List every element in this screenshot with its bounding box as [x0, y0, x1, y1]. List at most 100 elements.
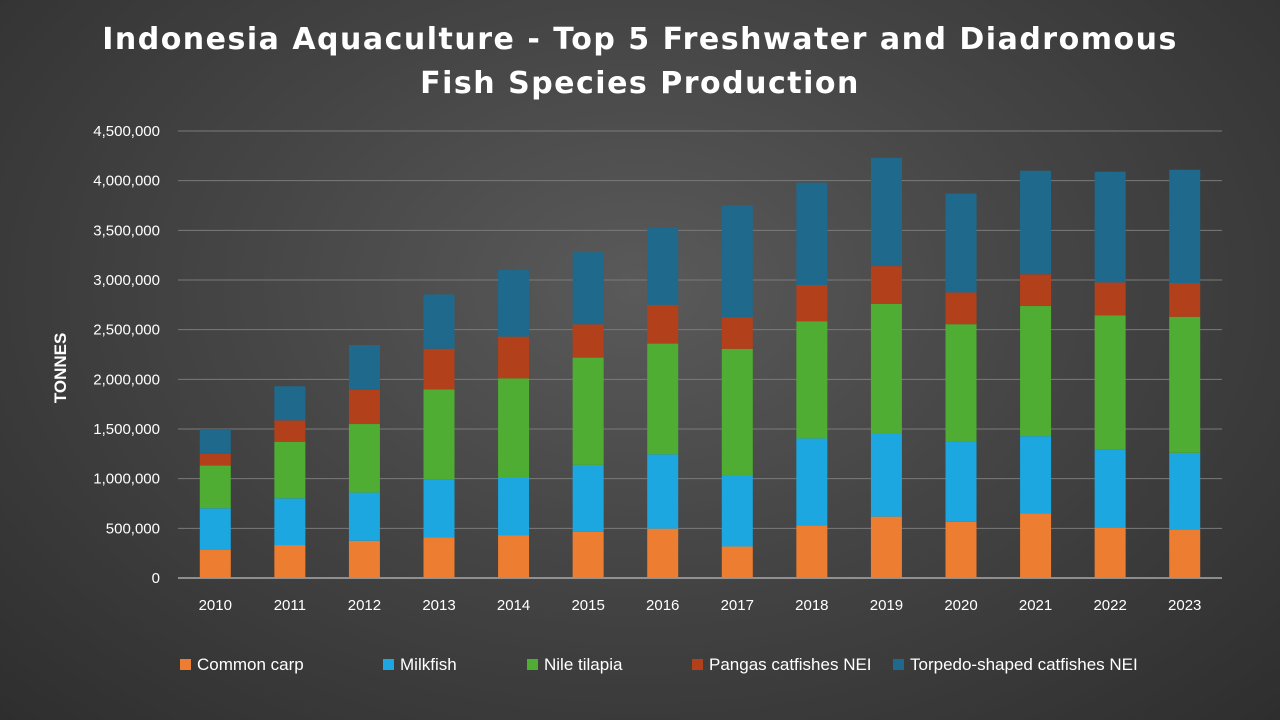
legend-label: Common carp: [197, 655, 304, 674]
bar-milkfish-2016[interactable]: [647, 454, 679, 529]
legend-swatch: [383, 659, 394, 670]
bar-nile-tilapia-2015[interactable]: [572, 357, 604, 465]
bar-pangas-catfishes-nei-2014[interactable]: [498, 336, 530, 379]
y-axis-title: TONNES: [51, 333, 70, 404]
bar-torpedo-shaped-catfishes-nei-2020[interactable]: [945, 193, 977, 293]
bar-stack-2011: [274, 386, 306, 578]
y-tick-label: 3,500,000: [93, 222, 160, 239]
bar-torpedo-shaped-catfishes-nei-2021[interactable]: [1020, 170, 1052, 275]
bar-pangas-catfishes-nei-2010[interactable]: [199, 453, 231, 466]
bar-torpedo-shaped-catfishes-nei-2015[interactable]: [572, 252, 604, 325]
bar-torpedo-shaped-catfishes-nei-2017[interactable]: [721, 205, 753, 318]
bar-stack-2013: [423, 294, 455, 578]
bar-nile-tilapia-2019[interactable]: [870, 303, 902, 434]
bar-milkfish-2014[interactable]: [498, 476, 530, 536]
bar-pangas-catfishes-nei-2022[interactable]: [1094, 282, 1126, 316]
bar-common-carp-2021[interactable]: [1020, 513, 1052, 578]
bar-nile-tilapia-2011[interactable]: [274, 441, 306, 499]
bar-pangas-catfishes-nei-2017[interactable]: [721, 317, 753, 349]
bar-stack-2012: [348, 345, 380, 578]
bar-milkfish-2012[interactable]: [348, 492, 380, 541]
bar-milkfish-2015[interactable]: [572, 464, 604, 532]
bar-nile-tilapia-2017[interactable]: [721, 348, 753, 476]
bar-pangas-catfishes-nei-2019[interactable]: [870, 266, 902, 304]
bar-common-carp-2017[interactable]: [721, 546, 753, 578]
bar-nile-tilapia-2010[interactable]: [199, 465, 231, 509]
x-tick-label: 2019: [870, 597, 903, 614]
bar-pangas-catfishes-nei-2021[interactable]: [1020, 274, 1052, 307]
bar-common-carp-2022[interactable]: [1094, 527, 1126, 578]
bar-milkfish-2017[interactable]: [721, 475, 753, 547]
bar-milkfish-2020[interactable]: [945, 441, 977, 522]
bar-milkfish-2013[interactable]: [423, 479, 455, 538]
bar-milkfish-2021[interactable]: [1020, 436, 1052, 514]
bar-nile-tilapia-2021[interactable]: [1020, 306, 1052, 437]
bar-common-carp-2019[interactable]: [870, 516, 902, 578]
bar-pangas-catfishes-nei-2016[interactable]: [647, 304, 679, 344]
legend-label: Nile tilapia: [544, 655, 623, 674]
bar-torpedo-shaped-catfishes-nei-2012[interactable]: [348, 345, 380, 390]
bar-torpedo-shaped-catfishes-nei-2011[interactable]: [274, 386, 306, 421]
bar-milkfish-2018[interactable]: [796, 438, 828, 526]
bar-pangas-catfishes-nei-2015[interactable]: [572, 324, 604, 358]
bar-pangas-catfishes-nei-2013[interactable]: [423, 348, 455, 390]
legend-item[interactable]: Common carp: [180, 655, 304, 674]
bar-common-carp-2015[interactable]: [572, 531, 604, 578]
legend-item[interactable]: Torpedo-shaped catfishes NEI: [893, 655, 1138, 674]
bar-nile-tilapia-2020[interactable]: [945, 324, 977, 442]
bar-pangas-catfishes-nei-2012[interactable]: [348, 389, 380, 425]
legend-item[interactable]: Milkfish: [383, 655, 457, 674]
bar-nile-tilapia-2012[interactable]: [348, 424, 380, 493]
legend-swatch: [692, 659, 703, 670]
bar-common-carp-2018[interactable]: [796, 525, 828, 578]
bar-common-carp-2014[interactable]: [498, 535, 530, 578]
legend-item[interactable]: Nile tilapia: [527, 655, 623, 674]
bar-milkfish-2011[interactable]: [274, 498, 306, 546]
bar-common-carp-2020[interactable]: [945, 521, 977, 578]
bar-pangas-catfishes-nei-2023[interactable]: [1169, 282, 1201, 317]
bar-torpedo-shaped-catfishes-nei-2013[interactable]: [423, 294, 455, 349]
bar-torpedo-shaped-catfishes-nei-2019[interactable]: [870, 157, 902, 267]
bar-common-carp-2012[interactable]: [348, 540, 380, 578]
legend-swatch: [893, 659, 904, 670]
bar-nile-tilapia-2018[interactable]: [796, 321, 828, 439]
bar-milkfish-2010[interactable]: [199, 508, 231, 550]
bar-pangas-catfishes-nei-2020[interactable]: [945, 292, 977, 325]
bar-common-carp-2013[interactable]: [423, 537, 455, 578]
chart-title-line-2: Fish Species Production: [420, 66, 860, 101]
bar-stack-2022: [1094, 171, 1126, 578]
y-tick-label: 0: [152, 570, 160, 587]
x-tick-label: 2018: [795, 597, 828, 614]
bar-common-carp-2010[interactable]: [199, 549, 231, 578]
legend: Common carp Milkfish Nile tilapia Pangas ca…: [180, 655, 1138, 674]
bar-torpedo-shaped-catfishes-nei-2018[interactable]: [796, 182, 828, 285]
bar-torpedo-shaped-catfishes-nei-2023[interactable]: [1169, 169, 1201, 283]
bar-torpedo-shaped-catfishes-nei-2022[interactable]: [1094, 171, 1126, 283]
bar-nile-tilapia-2014[interactable]: [498, 378, 530, 477]
bar-common-carp-2011[interactable]: [274, 545, 306, 578]
x-tick-label: 2014: [497, 597, 530, 614]
chart-title-line-1: Indonesia Aquaculture - Top 5 Freshwater…: [102, 22, 1178, 57]
bar-milkfish-2023[interactable]: [1169, 452, 1201, 530]
bar-nile-tilapia-2016[interactable]: [647, 343, 679, 455]
bar-common-carp-2023[interactable]: [1169, 529, 1201, 578]
bar-torpedo-shaped-catfishes-nei-2010[interactable]: [199, 429, 231, 454]
bar-pangas-catfishes-nei-2011[interactable]: [274, 420, 306, 442]
bar-nile-tilapia-2023[interactable]: [1169, 316, 1201, 453]
bar-torpedo-shaped-catfishes-nei-2016[interactable]: [647, 227, 679, 305]
bar-milkfish-2022[interactable]: [1094, 449, 1126, 528]
bar-pangas-catfishes-nei-2018[interactable]: [796, 284, 828, 322]
bar-milkfish-2019[interactable]: [870, 433, 902, 517]
y-tick-label: 1,500,000: [93, 421, 160, 438]
bar-common-carp-2016[interactable]: [647, 528, 679, 578]
bar-nile-tilapia-2022[interactable]: [1094, 315, 1126, 450]
y-tick-label: 3,000,000: [93, 272, 160, 289]
x-tick-label: 2017: [721, 597, 754, 614]
bar-nile-tilapia-2013[interactable]: [423, 389, 455, 480]
legend-item[interactable]: Pangas catfishes NEI: [692, 655, 872, 674]
y-tick-label: 500,000: [106, 520, 160, 537]
bar-torpedo-shaped-catfishes-nei-2014[interactable]: [498, 270, 530, 337]
x-tick-label: 2015: [571, 597, 604, 614]
